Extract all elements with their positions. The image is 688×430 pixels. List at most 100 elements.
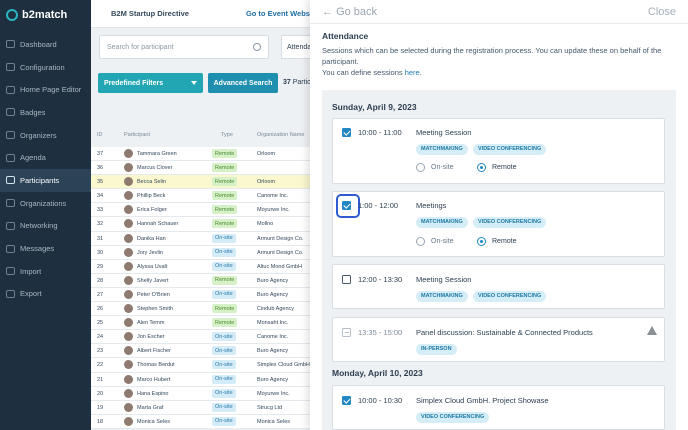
- row-id: 19: [97, 404, 104, 411]
- table-row[interactable]: 26 Stephen Smith Remote Cindub Agency: [91, 302, 321, 317]
- sidebar: b2match Dashboard Configuration Home Pag…: [0, 0, 91, 430]
- sidebar-item-organizations[interactable]: Organizations: [0, 192, 91, 215]
- table-row[interactable]: 34 Phillip Beck Remote Canome Inc.: [91, 189, 321, 204]
- session-name: Meeting Session: [416, 128, 472, 137]
- logo[interactable]: b2match: [0, 0, 91, 30]
- day-heading: Monday, April 10, 2023: [332, 368, 423, 378]
- remote-radio[interactable]: [477, 163, 486, 172]
- participant-name[interactable]: Marco Hubert: [137, 376, 171, 383]
- table-row[interactable]: 29 Alyssa Uvalt On-site Altuc Mond GmbH: [91, 259, 321, 274]
- participant-name[interactable]: Danika Han: [137, 235, 166, 242]
- participant-name[interactable]: Erica Folger: [137, 207, 167, 214]
- participant-name[interactable]: Marcus Clover: [137, 165, 173, 172]
- participant-name[interactable]: Stephen Smith: [137, 306, 174, 313]
- sidebar-item-configuration[interactable]: Configuration: [0, 56, 91, 79]
- type-badge: Remote: [212, 304, 238, 314]
- remote-radio[interactable]: [477, 237, 486, 246]
- table-row[interactable]: 28 Shelly Javert Remote Buro Agency: [91, 273, 321, 288]
- close-button[interactable]: Close: [647, 6, 676, 18]
- table-row[interactable]: 32 Hannah Schauer Remote Mollno: [91, 217, 321, 232]
- sidebar-item-agenda[interactable]: Agenda: [0, 146, 91, 169]
- organization-name: Armunt Design Co.: [257, 249, 304, 256]
- row-id: 22: [97, 362, 104, 369]
- table-row[interactable]: 35 Becca Selin Remote Orloom: [91, 175, 321, 190]
- participant-name[interactable]: Alyssa Uvalt: [137, 263, 168, 270]
- sidebar-item-import[interactable]: Import: [0, 260, 91, 283]
- session-checkbox[interactable]: [342, 275, 351, 284]
- avatar: [124, 275, 133, 285]
- sidebar-item-networking[interactable]: Networking: [0, 215, 91, 238]
- sidebar-item-export[interactable]: Export: [0, 283, 91, 306]
- organization-name: Mollno: [257, 221, 274, 228]
- table-row[interactable]: 22 Thomas Berdut On-site Simplex Cloud GmbH: [91, 358, 321, 373]
- participant-name[interactable]: Marta Graf: [137, 404, 164, 411]
- table-row[interactable]: 37 Tammara Green Remote Orloom: [91, 147, 321, 162]
- organization-name: Moyurwe Inc.: [257, 207, 290, 214]
- sidebar-item-messages[interactable]: Messages: [0, 237, 91, 260]
- avatar: [124, 374, 133, 384]
- session-time: 12:00 - 13:30: [358, 275, 403, 284]
- column-header-type[interactable]: Type: [221, 132, 233, 138]
- users-icon: [6, 176, 15, 185]
- participant-name[interactable]: Jon Escher: [137, 334, 165, 341]
- sidebar-item-dashboard[interactable]: Dashboard: [0, 33, 91, 56]
- participant-name[interactable]: Jory Jevlin: [137, 249, 163, 256]
- participant-name[interactable]: Monica Seles: [137, 418, 171, 425]
- table-row[interactable]: 21 Marco Hubert On-site Buro Agency: [91, 372, 321, 387]
- logo-icon: [6, 9, 18, 21]
- go-back-button[interactable]: ← Go back: [322, 6, 378, 18]
- avatar: [124, 289, 133, 299]
- onsite-radio[interactable]: [416, 163, 425, 172]
- session-time: 1:00 - 12:00: [358, 201, 399, 210]
- table-row[interactable]: 36 Marcus Clover Remote: [91, 161, 321, 176]
- column-header-id[interactable]: ID: [97, 132, 103, 138]
- table-row[interactable]: 30 Jory Jevlin On-site Armunt Design Co.: [91, 245, 321, 260]
- table-row[interactable]: 31 Danika Han On-site Armunt Design Co.: [91, 231, 321, 246]
- session-checkbox[interactable]: [342, 396, 351, 405]
- participant-name[interactable]: Phillip Beck: [137, 193, 166, 200]
- row-id: 30: [97, 249, 104, 256]
- participant-name[interactable]: Hana Espino: [137, 390, 169, 397]
- column-header-participant[interactable]: Participant: [124, 132, 150, 138]
- sidebar-item-home-page-editor[interactable]: Home Page Editor: [0, 78, 91, 101]
- onsite-radio[interactable]: [416, 237, 425, 246]
- table-row[interactable]: 23 Albert Fischer On-site Buro Agency: [91, 344, 321, 359]
- column-header-organization[interactable]: Organization Name: [257, 132, 305, 138]
- sidebar-item-badges[interactable]: Badges: [0, 101, 91, 124]
- table-row[interactable]: 27 Peter O'Brien On-site Buro Agency: [91, 287, 321, 303]
- participant-name[interactable]: Albert Fischer: [137, 348, 171, 355]
- advanced-search-button[interactable]: Advanced Search: [208, 73, 278, 93]
- participant-name[interactable]: Becca Selin: [137, 179, 167, 186]
- type-badge: On-site: [212, 346, 236, 356]
- sidebar-item-organizers[interactable]: Organizers: [0, 124, 91, 147]
- predefined-filters-button[interactable]: Predefined Filters: [98, 73, 203, 93]
- row-id: 23: [97, 348, 104, 355]
- row-id: 36: [97, 165, 104, 172]
- participant-name[interactable]: Shelly Javert: [137, 277, 169, 284]
- table-row[interactable]: 19 Marta Graf On-site Strucg Ltd: [91, 400, 321, 415]
- session-checkbox[interactable]: [342, 128, 351, 137]
- search-input[interactable]: Search for participant: [99, 35, 269, 59]
- participant-name[interactable]: Peter O'Brien: [137, 291, 170, 298]
- participant-name[interactable]: Tammara Green: [137, 151, 177, 157]
- avatar: [124, 346, 133, 356]
- participant-name[interactable]: Thomas Berdut: [137, 362, 175, 369]
- go-to-event-website-link[interactable]: Go to Event Websi: [245, 9, 313, 18]
- row-id: 28: [97, 277, 104, 284]
- session-checkbox[interactable]: [342, 201, 351, 210]
- table-row[interactable]: 33 Erica Folger Remote Moyurwe Inc.: [91, 203, 321, 218]
- row-id: 24: [97, 334, 104, 341]
- participant-name[interactable]: Hannah Schauer: [137, 221, 179, 228]
- avatar: [124, 261, 133, 271]
- participant-name[interactable]: Alen Temm: [137, 320, 165, 327]
- define-sessions-link[interactable]: here: [404, 68, 420, 77]
- table-row[interactable]: 18 Monica Seles On-site Monica Seles: [91, 414, 321, 429]
- sidebar-item-participants[interactable]: Participants: [0, 169, 91, 192]
- organization-name: Buro Agency: [257, 376, 289, 383]
- table-row[interactable]: 24 Jon Escher On-site Canome Inc.: [91, 330, 321, 345]
- table-row[interactable]: 25 Alen Temm Remote Monsaht Inc.: [91, 316, 321, 331]
- search-icon: [253, 43, 261, 51]
- table-row[interactable]: 20 Hana Espino On-site Moyurwe Inc.: [91, 386, 321, 401]
- remote-label: Remote: [492, 164, 517, 171]
- checkbox-highlight: [336, 194, 360, 218]
